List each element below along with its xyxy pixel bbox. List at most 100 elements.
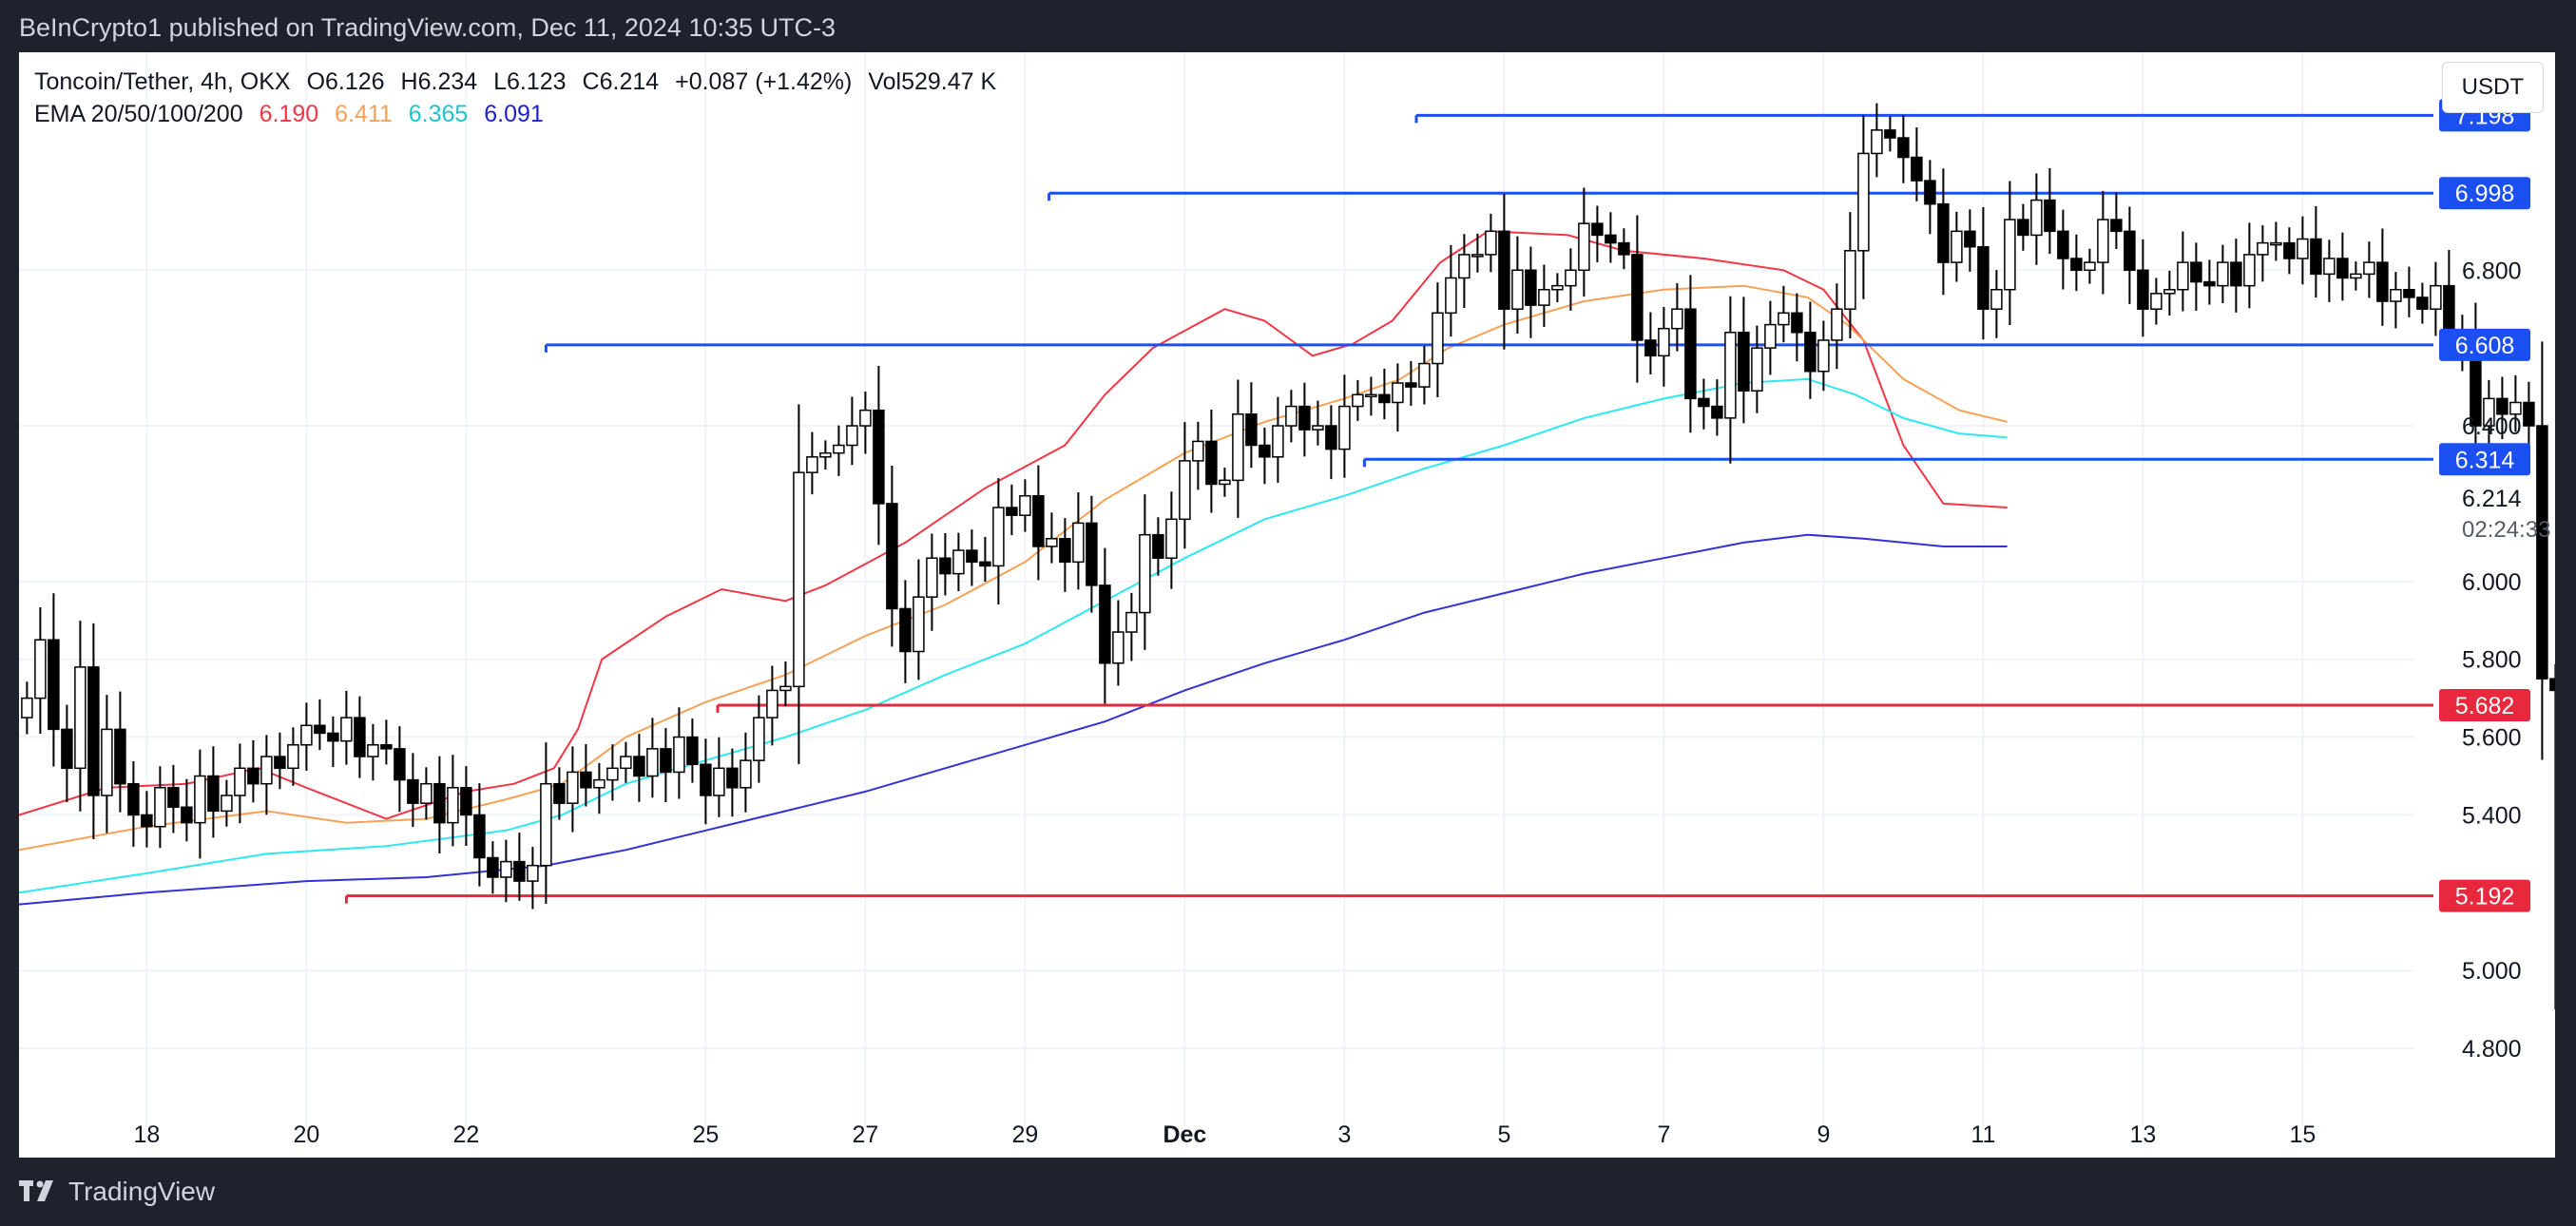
candle-body — [740, 759, 752, 789]
candle-up — [154, 766, 166, 849]
candle-up — [2323, 239, 2336, 302]
candle-up — [833, 425, 845, 476]
candle-up — [420, 767, 433, 820]
candle-down — [167, 764, 180, 833]
candle-up — [300, 702, 313, 771]
candle-up — [2084, 248, 2096, 284]
candle-up — [2509, 375, 2522, 432]
candle-body — [1086, 522, 1098, 586]
candle-body — [1578, 222, 1590, 272]
price-chart[interactable]: 6.800 6.400 6.000 5.800 5.600 5.400 5.000 4.800… — [19, 52, 2555, 1158]
close-label: C — [582, 68, 600, 95]
candle-down — [1259, 427, 1271, 485]
candle-body — [2336, 258, 2349, 279]
candle-body — [2150, 293, 2163, 310]
x-tick-label: 3 — [1337, 1121, 1351, 1148]
candle-body — [873, 409, 885, 505]
candle-up — [260, 735, 273, 815]
candle-body — [2230, 261, 2242, 287]
candle-down — [327, 716, 339, 768]
candle-body — [473, 814, 486, 859]
candle-up — [2150, 278, 2163, 325]
candle-up — [1445, 244, 1457, 337]
candle-body — [1179, 460, 1191, 521]
candle-down — [354, 696, 366, 778]
close-value: 6.214 — [599, 68, 660, 95]
candle-body — [2203, 280, 2216, 287]
candle-down — [1964, 209, 1976, 272]
candle-up — [2030, 173, 2043, 265]
candle-up — [2297, 216, 2309, 285]
candle-down — [2124, 206, 2136, 304]
chart-panel[interactable]: 6.800 6.400 6.000 5.800 5.600 5.400 5.000 4.800… — [19, 52, 2555, 1158]
candle-body — [1591, 222, 1604, 237]
candle-down — [513, 833, 526, 901]
candle-body — [420, 782, 433, 804]
candle-body — [1551, 284, 1564, 291]
candle-body — [567, 771, 579, 804]
candle-body — [114, 728, 126, 785]
candle-up — [1272, 396, 1284, 483]
candle-body — [87, 666, 100, 796]
candle-body — [2509, 401, 2522, 415]
candle-body — [1897, 137, 1910, 159]
low-label: L — [493, 68, 508, 95]
candle-body — [1325, 425, 1337, 450]
candle-down — [1032, 465, 1045, 581]
candle-down — [2044, 168, 2056, 255]
candle-body — [913, 596, 925, 653]
ema-line-2 — [19, 284, 2008, 852]
candle-down — [966, 529, 978, 586]
candle-body — [1605, 234, 1617, 244]
candle-down — [2057, 209, 2069, 290]
candle-body — [2430, 284, 2442, 310]
candle-body — [1844, 250, 1856, 310]
candle-body — [1405, 382, 1417, 388]
currency-button[interactable]: USDT — [2441, 62, 2544, 113]
candle-body — [1392, 382, 1404, 404]
y-tick-label: 6.800 — [2462, 258, 2522, 284]
candle-body — [1219, 479, 1231, 486]
candle-up — [2004, 181, 2016, 326]
candle-body — [1006, 507, 1018, 516]
candle-down — [2416, 282, 2429, 324]
candle-up — [2097, 190, 2109, 295]
candle-down — [1698, 378, 1710, 430]
candle-body — [2310, 238, 2322, 276]
candle-body — [2496, 397, 2509, 415]
candle-body — [1977, 245, 1990, 310]
volume-value: 529.47 K — [901, 68, 997, 95]
candle-down — [2110, 192, 2123, 249]
candle-up — [806, 431, 818, 495]
candle-up — [859, 392, 872, 454]
candle-up — [1139, 494, 1151, 650]
candle-body — [314, 724, 326, 735]
candle-body — [2110, 219, 2123, 233]
x-tick-label: 15 — [2289, 1121, 2316, 1148]
candle-down — [2230, 239, 2242, 313]
x-tick-label: 22 — [452, 1121, 479, 1148]
x-tick-label: 20 — [293, 1121, 319, 1148]
candle-body — [1165, 518, 1178, 559]
price-tag-resistance — [2439, 328, 2530, 361]
candle-body — [553, 782, 566, 804]
candle-down — [1618, 228, 1630, 270]
y-tick-label: 6.000 — [2462, 569, 2522, 596]
y-tick-label: 5.400 — [2462, 802, 2522, 829]
candle-body — [101, 728, 113, 796]
tradingview-logo-icon — [19, 1180, 53, 1201]
candle-up — [1671, 282, 1683, 352]
symbol-label[interactable]: Toncoin/Tether, 4h, OKX — [34, 68, 291, 95]
candle-down — [114, 691, 126, 813]
candle-body — [846, 425, 858, 447]
candle-body — [447, 787, 459, 824]
level-lines — [344, 113, 2433, 904]
x-tick-label: 13 — [2129, 1121, 2156, 1148]
candle-up — [1871, 103, 1883, 178]
candle-down — [61, 704, 73, 802]
candle-up — [620, 741, 632, 783]
candle-down — [1644, 312, 1657, 374]
candle-down — [899, 580, 912, 683]
ema-label[interactable]: EMA 20/50/100/200 — [34, 101, 243, 127]
